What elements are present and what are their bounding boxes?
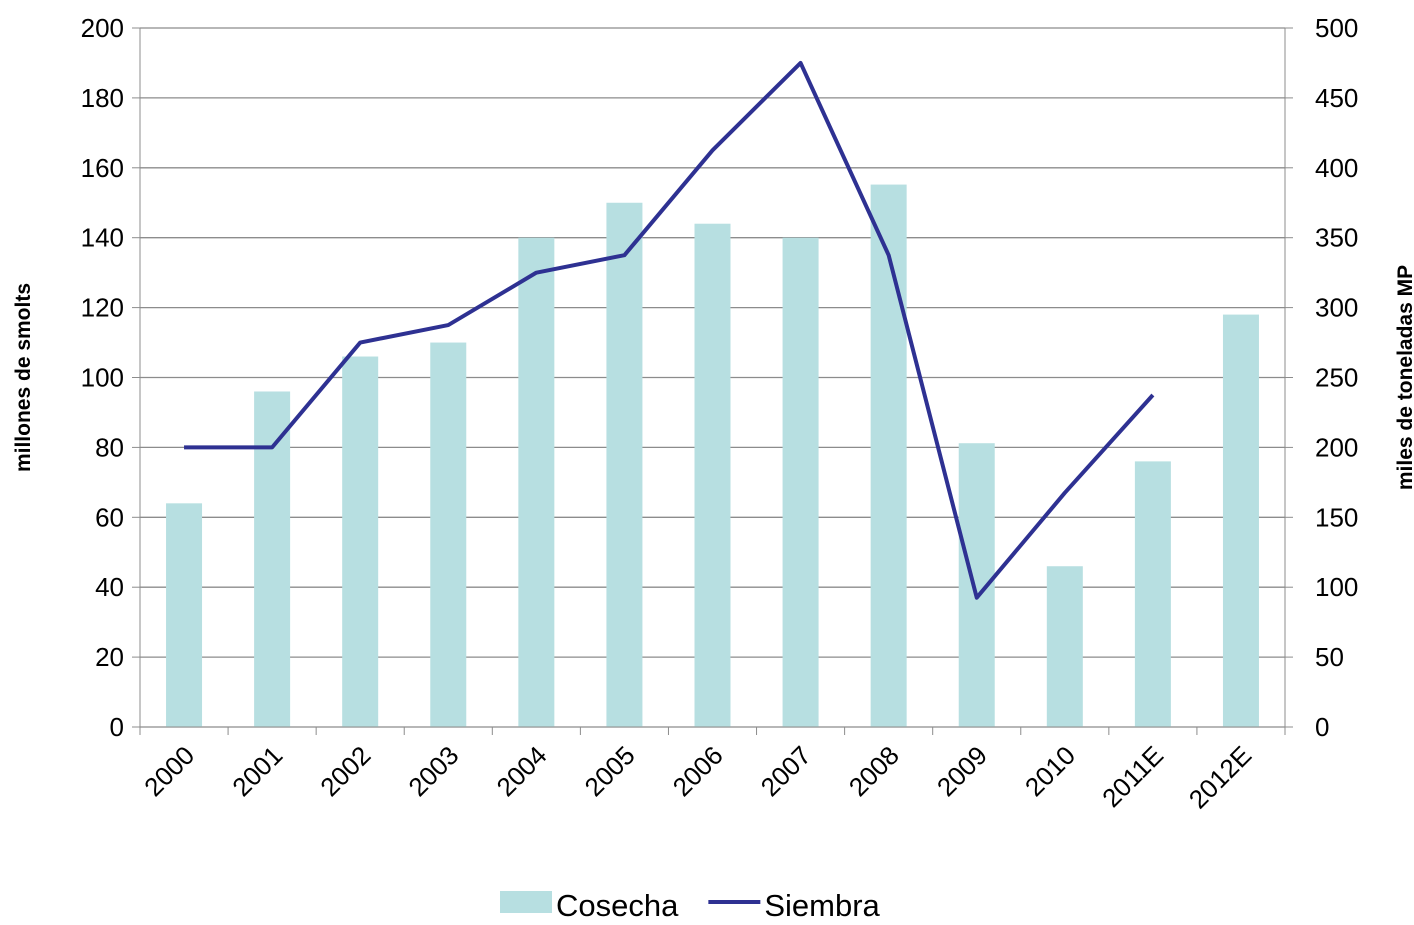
y2-tick-label: 350: [1315, 223, 1358, 253]
bar: [518, 237, 555, 727]
y2-axis-title: miles de toneladas MP: [1394, 265, 1414, 490]
y-tick-label: 20: [95, 642, 124, 672]
x-tick-label: 2004: [490, 740, 552, 802]
bar: [782, 237, 819, 727]
y2-tick-label: 150: [1315, 502, 1358, 532]
y-tick-label: 160: [81, 153, 124, 183]
y2-tick-label: 300: [1315, 293, 1358, 323]
y-tick-label: 200: [81, 13, 124, 43]
y2-tick-label: 400: [1315, 153, 1358, 183]
x-tick-label: 2009: [931, 740, 993, 802]
bar: [254, 391, 291, 727]
y2-tick-label: 250: [1315, 363, 1358, 393]
legend-label: Siembra: [764, 888, 880, 920]
line: [184, 60, 1155, 600]
y-tick-label: 100: [81, 363, 124, 393]
bar: [694, 223, 731, 727]
y2-tick-label: 500: [1315, 13, 1358, 43]
bar: [1134, 461, 1171, 727]
y2-tick-label: 450: [1315, 83, 1358, 113]
y2-tick-label: 200: [1315, 432, 1358, 462]
bar: [430, 342, 467, 727]
bar: [870, 184, 907, 728]
x-tick-label: 2003: [402, 740, 464, 802]
x-tick-label: 2000: [138, 740, 200, 802]
x-tick-label: 2005: [579, 740, 641, 802]
legend-label: Cosecha: [556, 888, 679, 920]
bar: [342, 356, 379, 727]
x-tick-label: 2006: [667, 740, 729, 802]
bar: [166, 503, 203, 727]
x-tick-label: 2012E: [1183, 740, 1257, 814]
y-tick-label: 80: [95, 432, 124, 462]
y2-tick-label: 50: [1315, 642, 1344, 672]
x-tick-label: 2007: [755, 740, 817, 802]
x-tick-label: 2011E: [1096, 740, 1169, 813]
x-tick-label: 2002: [314, 740, 376, 802]
x-tick-label: 2010: [1019, 740, 1081, 802]
y-tick-label: 0: [110, 712, 124, 742]
x-tick-label: 2008: [843, 740, 905, 802]
y-tick-label: 40: [95, 572, 124, 602]
y2-tick-label: 100: [1315, 572, 1358, 602]
y-tick-label: 180: [81, 83, 124, 113]
y-tick-label: 120: [81, 293, 124, 323]
bar: [606, 202, 643, 727]
legend-swatch: [500, 891, 552, 913]
y-tick-label: 60: [95, 502, 124, 532]
y-tick-label: 140: [81, 223, 124, 253]
x-tick-label: 2001: [226, 740, 288, 802]
y2-tick-label: 0: [1315, 712, 1329, 742]
bar: [1046, 566, 1083, 727]
y-axis-title: millones de smolts: [12, 283, 35, 472]
bar: [1222, 314, 1259, 727]
